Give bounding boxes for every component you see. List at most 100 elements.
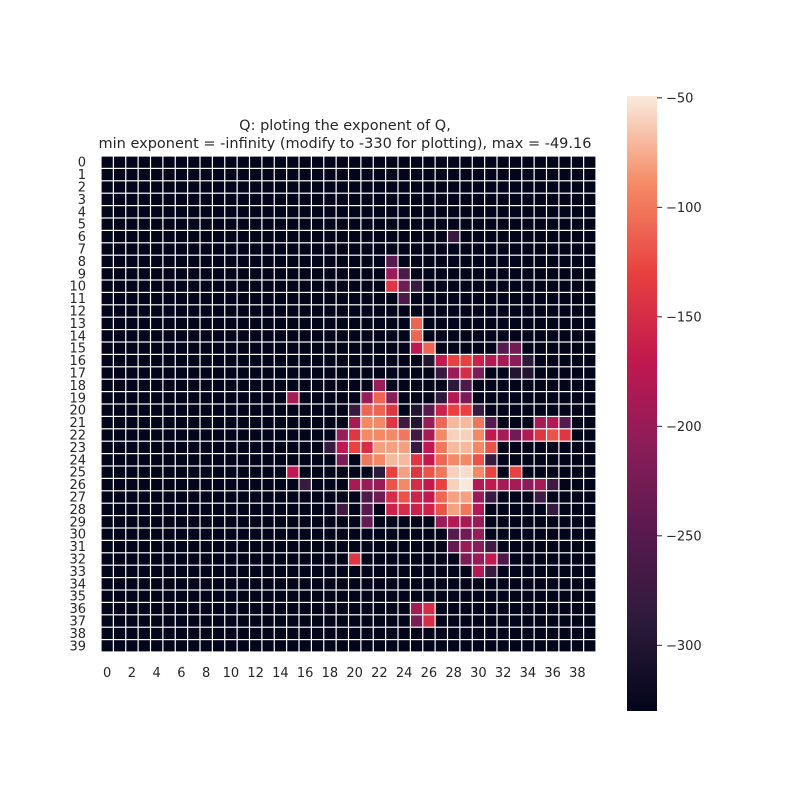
heatmap-cell-r34-c37	[559, 578, 571, 590]
heatmap-cell-r6-c31	[485, 231, 497, 243]
heatmap-cell-r19-c39	[584, 392, 596, 404]
heatmap-cell-r21-c32	[497, 417, 509, 429]
heatmap-cell-r7-c33	[509, 243, 522, 255]
heatmap-cell-r31-c21	[361, 541, 373, 553]
heatmap-cell-r18-c11	[237, 379, 249, 391]
heatmap-cell-r28-c27	[435, 503, 447, 515]
heatmap-cell-r23-c36	[547, 441, 559, 453]
heatmap-cell-r22-c10	[225, 429, 237, 441]
heatmap-cell-r31-c5	[163, 541, 175, 553]
heatmap-cell-r23-c13	[262, 441, 274, 453]
heatmap-cell-r39-c9	[212, 640, 225, 652]
heatmap-cell-r5-c5	[163, 218, 175, 230]
heatmap-cell-r26-c6	[175, 479, 188, 491]
heatmap-cell-r30-c3	[138, 528, 150, 540]
heatmap-cell-r4-c11	[237, 206, 249, 218]
heatmap-cell-r15-c18	[324, 342, 336, 354]
heatmap-cell-r34-c19	[336, 578, 348, 590]
heatmap-cell-r9-c19	[336, 268, 348, 280]
heatmap-cell-r19-c26	[423, 392, 435, 404]
heatmap-cell-r6-c26	[423, 231, 435, 243]
heatmap-cell-r35-c5	[163, 590, 175, 602]
heatmap-cell-r16-c38	[571, 355, 584, 367]
heatmap-cell-r32-c33	[509, 553, 522, 565]
heatmap-cell-r15-c12	[250, 342, 262, 354]
heatmap-cell-r3-c14	[274, 193, 287, 205]
heatmap-cell-r19-c7	[188, 392, 200, 404]
heatmap-cell-r19-c32	[497, 392, 509, 404]
heatmap-cell-r4-c6	[175, 206, 188, 218]
x-tick-label: 28	[445, 666, 462, 681]
heatmap-cell-r6-c18	[324, 231, 336, 243]
heatmap-cell-r4-c36	[547, 206, 559, 218]
x-tick-label: 12	[247, 666, 264, 681]
heatmap-cell-r37-c25	[410, 615, 423, 627]
heatmap-cell-r9-c21	[361, 268, 373, 280]
heatmap-cell-r30-c23	[386, 528, 398, 540]
heatmap-cell-r37-c11	[237, 615, 249, 627]
heatmap-cell-r29-c29	[460, 516, 472, 528]
heatmap-cell-r13-c5	[163, 317, 175, 329]
heatmap-cell-r35-c35	[534, 590, 546, 602]
heatmap-cell-r9-c26	[423, 268, 435, 280]
heatmap-cell-r27-c26	[423, 491, 435, 503]
heatmap-cell-r29-c17	[311, 516, 324, 528]
heatmap-cell-r21-c6	[175, 417, 188, 429]
heatmap-cell-r19-c28	[448, 392, 460, 404]
heatmap-cell-r30-c13	[262, 528, 274, 540]
heatmap-cell-r6-c0	[101, 231, 113, 243]
heatmap-cell-r32-c26	[423, 553, 435, 565]
heatmap-cell-r30-c35	[534, 528, 546, 540]
heatmap-cell-r0-c28	[448, 156, 460, 168]
heatmap-cell-r14-c11	[237, 330, 249, 342]
heatmap-cell-r7-c30	[472, 243, 485, 255]
heatmap-cell-r25-c4	[151, 466, 163, 478]
heatmap-cell-r36-c39	[584, 603, 596, 615]
heatmap-cell-r35-c28	[448, 590, 460, 602]
heatmap-cell-r19-c36	[547, 392, 559, 404]
heatmap-cell-r8-c36	[547, 255, 559, 267]
heatmap-cell-r12-c21	[361, 305, 373, 317]
heatmap-cell-r12-c7	[188, 305, 200, 317]
heatmap-cell-r36-c27	[435, 603, 447, 615]
heatmap-cell-r24-c31	[485, 454, 497, 466]
heatmap-cell-r21-c28	[448, 417, 460, 429]
heatmap-cell-r8-c2	[126, 255, 138, 267]
heatmap-cell-r21-c29	[460, 417, 472, 429]
heatmap-cell-r13-c8	[200, 317, 212, 329]
heatmap-cell-r32-c1	[113, 553, 126, 565]
heatmap-cell-r32-c10	[225, 553, 237, 565]
heatmap-cell-r7-c29	[460, 243, 472, 255]
heatmap-cell-r22-c37	[559, 429, 571, 441]
heatmap-cell-r11-c7	[188, 293, 200, 305]
heatmap-cell-r30-c12	[250, 528, 262, 540]
heatmap-cell-r20-c37	[559, 404, 571, 416]
heatmap-cell-r7-c0	[101, 243, 113, 255]
heatmap-cell-r29-c23	[386, 516, 398, 528]
heatmap-cell-r20-c33	[509, 404, 522, 416]
heatmap-cell-r13-c24	[398, 317, 410, 329]
heatmap-cell-r34-c22	[373, 578, 386, 590]
heatmap-cell-r34-c20	[349, 578, 361, 590]
heatmap-cell-r32-c28	[448, 553, 460, 565]
heatmap-cell-r37-c20	[349, 615, 361, 627]
heatmap-cell-r20-c4	[151, 404, 163, 416]
heatmap-cell-r23-c4	[151, 441, 163, 453]
heatmap-cell-r6-c6	[175, 231, 188, 243]
heatmap-cell-r18-c3	[138, 379, 150, 391]
heatmap-cell-r38-c29	[460, 627, 472, 639]
heatmap-cell-r9-c23	[386, 268, 398, 280]
heatmap-cell-r18-c38	[571, 379, 584, 391]
heatmap-cell-r31-c25	[410, 541, 423, 553]
heatmap-cell-r22-c15	[287, 429, 299, 441]
heatmap-cell-r24-c24	[398, 454, 410, 466]
heatmap-cell-r32-c29	[460, 553, 472, 565]
heatmap-background	[101, 156, 596, 652]
heatmap-cell-r15-c32	[497, 342, 509, 354]
heatmap-cell-r37-c6	[175, 615, 188, 627]
heatmap-cell-r29-c36	[547, 516, 559, 528]
heatmap-cell-r34-c15	[287, 578, 299, 590]
heatmap-cell-r20-c18	[324, 404, 336, 416]
heatmap-cell-r1-c33	[509, 169, 522, 181]
heatmap-cell-r31-c33	[509, 541, 522, 553]
